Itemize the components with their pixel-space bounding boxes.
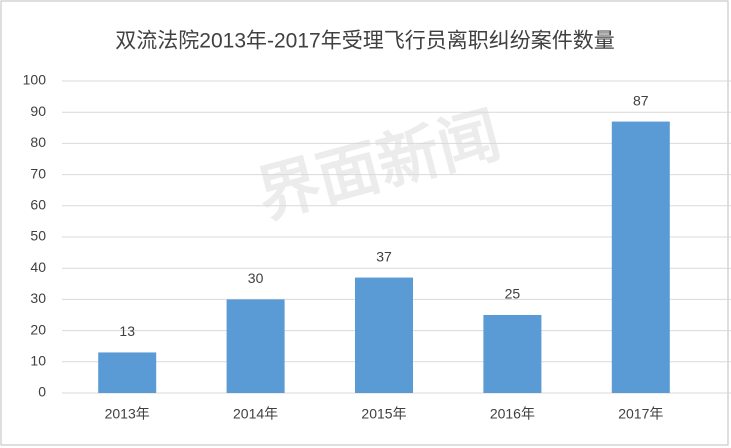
bar (226, 299, 285, 393)
y-tick-label: 0 (38, 384, 46, 400)
bar (483, 315, 542, 393)
y-tick-label: 30 (30, 290, 46, 306)
x-tick-label: 2014年 (233, 406, 278, 422)
y-tick-label: 10 (30, 353, 46, 369)
y-tick-label: 20 (30, 321, 46, 337)
x-tick-label: 2015年 (361, 406, 406, 422)
bar (355, 277, 413, 393)
y-tick-label: 70 (30, 165, 46, 181)
y-tick-label: 100 (23, 72, 47, 88)
y-tick-label: 50 (30, 228, 46, 244)
bar (98, 352, 157, 393)
data-label: 37 (376, 248, 392, 264)
y-tick-label: 80 (30, 134, 46, 150)
y-tick-label: 40 (30, 259, 46, 275)
x-tick-label: 2016年 (490, 406, 535, 422)
bar (611, 121, 670, 393)
data-label: 87 (633, 92, 649, 108)
data-label: 25 (505, 286, 521, 302)
y-tick-label: 90 (30, 103, 46, 119)
x-tick-label: 2013年 (105, 406, 150, 422)
data-label: 13 (119, 323, 135, 339)
y-tick-label: 60 (30, 197, 46, 213)
x-tick-label: 2017年 (618, 406, 663, 422)
chart-title: 双流法院2013年-2017年受理飞行员离职纠纷案件数量 (115, 30, 614, 53)
data-label: 30 (248, 270, 264, 286)
